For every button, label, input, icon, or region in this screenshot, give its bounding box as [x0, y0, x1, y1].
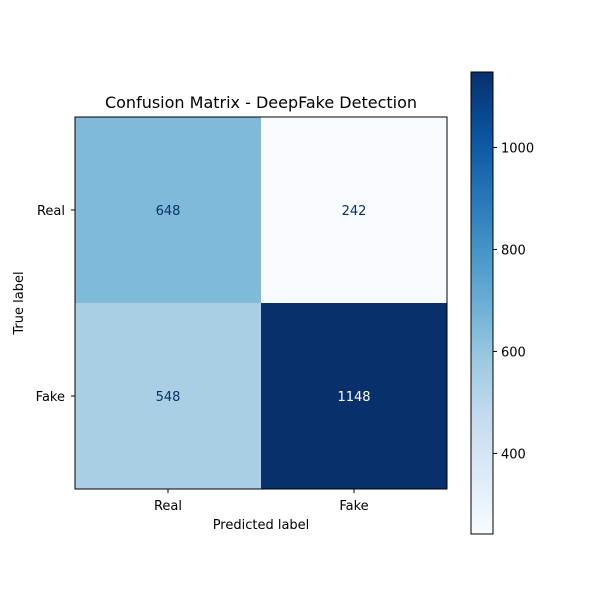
cell-value-label: 242: [342, 204, 367, 219]
x-tick-label: Fake: [339, 499, 368, 514]
colorbar-tick-label: 800: [501, 243, 526, 258]
colorbar-tick-label: 1000: [501, 141, 534, 156]
plot-frame: [74, 116, 448, 490]
y-tick-label: Real: [37, 204, 65, 219]
cell-value-label: 1148: [337, 390, 370, 405]
cell-value-label: 648: [156, 204, 181, 219]
cell-value-labels: 648 242 548 1148: [156, 204, 371, 405]
x-tick-label: Real: [154, 499, 182, 514]
chart-title: Confusion Matrix - DeepFake Detection: [105, 93, 417, 112]
matrix-cell-real-real: [75, 117, 261, 303]
y-axis-label: True label: [12, 271, 27, 335]
y-axis-ticks: Real Fake: [36, 204, 75, 405]
colorbar-tick-label: 600: [501, 345, 526, 360]
matrix-cells: [75, 117, 447, 489]
colorbar-ticks: 400 600 800 1000: [493, 141, 534, 462]
cell-value-label: 548: [156, 390, 181, 405]
y-tick-label: Fake: [36, 390, 65, 405]
colorbar: [470, 71, 494, 535]
x-axis-label: Predicted label: [213, 518, 310, 533]
x-axis-ticks: Real Fake: [154, 489, 369, 514]
colorbar-tick-label: 400: [501, 447, 526, 462]
matrix-cell-fake-fake: [261, 303, 447, 489]
matrix-cell-real-fake: [261, 117, 447, 303]
matrix-cell-fake-real: [75, 303, 261, 489]
